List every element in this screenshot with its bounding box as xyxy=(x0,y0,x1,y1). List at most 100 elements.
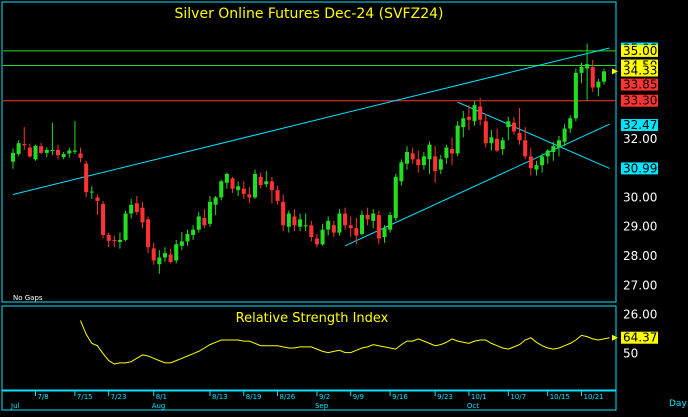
rsi-title: Relative Strength Index xyxy=(236,311,389,326)
candle xyxy=(151,242,156,265)
candle xyxy=(601,68,607,85)
candle-body xyxy=(495,138,500,151)
candle-body xyxy=(162,253,167,258)
candle xyxy=(450,137,455,166)
candle xyxy=(207,195,213,227)
price-tick: 29.00 xyxy=(623,220,657,234)
candle xyxy=(269,176,274,204)
candle xyxy=(393,173,398,221)
candle xyxy=(117,232,122,249)
candle-body xyxy=(129,204,134,214)
price-label-box xyxy=(621,119,658,132)
candle xyxy=(174,239,179,264)
month-label: Sep xyxy=(315,402,329,410)
candle xyxy=(421,152,426,170)
candle xyxy=(241,181,246,199)
candle xyxy=(84,160,89,198)
candle-body xyxy=(253,173,258,198)
candle-body xyxy=(483,121,488,144)
candle-body xyxy=(247,194,252,198)
candle xyxy=(528,147,533,176)
candle-body xyxy=(427,144,432,160)
candle-body xyxy=(22,144,27,146)
candle xyxy=(596,78,601,97)
price-panel-frame xyxy=(1,1,617,303)
candle xyxy=(416,150,421,173)
candle xyxy=(506,116,511,141)
candle xyxy=(213,195,218,216)
candle-body xyxy=(134,203,139,213)
date-tick-label: 10/7 xyxy=(510,393,526,401)
month-label: Aug xyxy=(152,402,166,410)
candle xyxy=(191,225,196,240)
candle-body xyxy=(286,213,291,227)
no-gaps-note: No Gaps xyxy=(13,294,43,302)
price-label-text: 33.30 xyxy=(623,94,657,108)
candle-body xyxy=(101,203,106,235)
candle-body xyxy=(410,153,415,160)
date-axis-frame xyxy=(1,390,617,411)
date-tick-label: 7/8 xyxy=(38,393,49,401)
candle-body xyxy=(393,176,398,218)
candle xyxy=(500,137,505,155)
date-tick-label: 7/15 xyxy=(77,393,93,401)
candle-body xyxy=(461,118,466,128)
candle-body xyxy=(174,244,179,261)
date-tick-label: 8/13 xyxy=(212,393,228,401)
candle xyxy=(359,210,364,236)
candle-body xyxy=(500,140,505,150)
candle xyxy=(444,144,449,164)
candle-body xyxy=(106,234,111,241)
price-label: 30.99 xyxy=(621,161,658,175)
price-tick: 32.00 xyxy=(623,132,657,146)
candle-body xyxy=(314,238,319,245)
price-label: 35.00 xyxy=(621,44,658,58)
candle xyxy=(562,124,567,147)
candle xyxy=(67,147,72,158)
candle xyxy=(179,232,184,251)
price-label-box xyxy=(621,64,658,77)
candle-body xyxy=(157,257,162,265)
candle xyxy=(517,108,522,145)
date-tick-label: 8/19 xyxy=(246,393,262,401)
chart-title: Silver Online Futures Dec-24 (SVFZ24) xyxy=(175,6,444,22)
candle-body xyxy=(196,216,201,230)
candle xyxy=(303,213,308,232)
candle xyxy=(44,147,49,157)
candle xyxy=(466,105,471,131)
candle-body xyxy=(466,116,471,120)
candle-body xyxy=(168,254,173,262)
candle-body xyxy=(151,248,156,261)
candle xyxy=(404,146,410,170)
month-label: Jul xyxy=(10,402,20,410)
date-tick-label: 8/1 xyxy=(156,393,167,401)
candle xyxy=(292,209,297,232)
candle xyxy=(427,141,432,174)
candle-body xyxy=(343,213,348,226)
candle xyxy=(281,194,286,232)
candle-body xyxy=(528,156,533,169)
candle-body xyxy=(601,71,607,82)
candle-body xyxy=(404,152,410,164)
candle-body xyxy=(376,215,381,239)
candle-body xyxy=(596,81,601,88)
date-tick-label: 7/23 xyxy=(111,393,127,401)
candle-body xyxy=(421,156,426,166)
price-label-box xyxy=(621,44,658,57)
candle xyxy=(78,147,83,163)
candle xyxy=(388,212,393,233)
candle xyxy=(224,172,229,189)
candle-body xyxy=(382,228,387,237)
candle-body xyxy=(540,156,545,166)
price-label-text: 33.85 xyxy=(623,78,657,92)
candle-body xyxy=(89,191,94,193)
candle-body xyxy=(309,225,314,237)
price-label-box xyxy=(621,94,658,107)
candle-body xyxy=(213,197,218,205)
candle xyxy=(253,169,258,199)
candle-body xyxy=(399,162,404,182)
candle xyxy=(286,210,291,233)
candle xyxy=(247,187,252,204)
candle-body xyxy=(416,159,421,166)
candle xyxy=(264,171,269,188)
